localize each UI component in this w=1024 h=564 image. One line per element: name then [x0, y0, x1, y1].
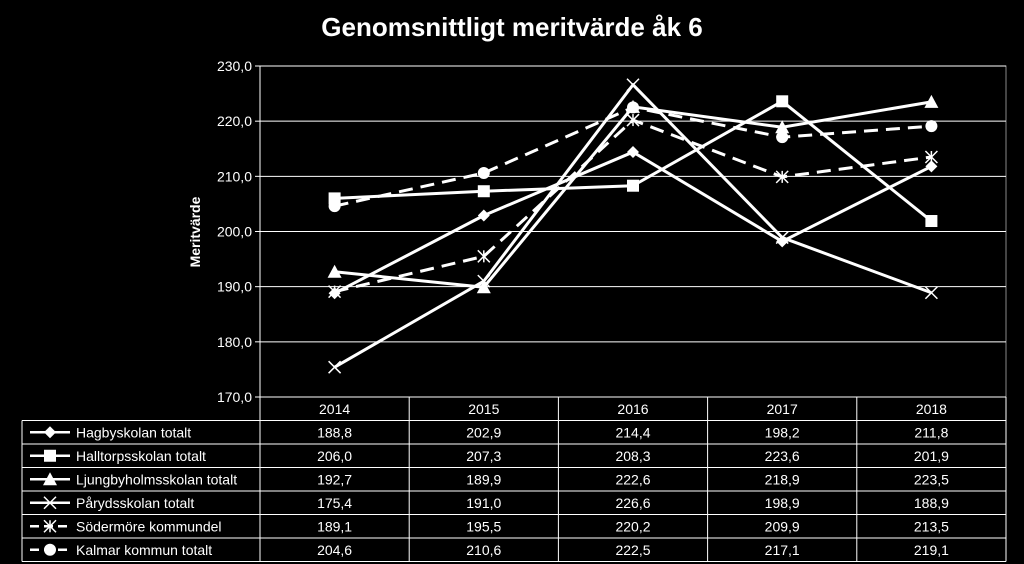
table-cell-value: 211,8: [914, 424, 948, 440]
table-cell-value: 192,7: [317, 471, 352, 487]
table-cell-value: 222,5: [615, 542, 650, 558]
data-point-ljungbyholmsskolan-totalt: [775, 120, 790, 134]
x-tick-label: 2016: [617, 401, 648, 417]
data-point-ljungbyholmsskolan-totalt: [924, 94, 939, 108]
table-cell-value: 209,9: [765, 518, 800, 534]
table-cell-value: 189,1: [317, 518, 352, 534]
series-layer: [327, 78, 939, 374]
data-point-södermöre-kommundel: [775, 170, 789, 184]
series-line-pårydsskolan-totalt: [333, 83, 932, 369]
legend-key: [30, 496, 70, 510]
legend-label: Södermöre kommundel: [76, 518, 222, 534]
legend-key: [30, 472, 70, 486]
data-point-pårydsskolan-totalt: [477, 274, 491, 288]
series-line-södermöre-kommundel: [334, 118, 932, 294]
table-cell-value: 210,6: [466, 542, 501, 558]
legend-marker: [43, 496, 57, 510]
y-axis-label: Meritvärde: [187, 196, 203, 267]
legend-label: Kalmar kommun totalt: [76, 542, 212, 558]
x-tick-label: 2015: [468, 401, 499, 417]
data-point-halltorpsskolan-totalt: [776, 95, 789, 108]
data-point-ljungbyholmsskolan-totalt: [476, 280, 491, 294]
data-point-halltorpsskolan-totalt: [627, 179, 639, 192]
x-tick-label: 2017: [767, 401, 798, 417]
table-cell-value: 188,9: [914, 495, 949, 511]
table-cell-value: 226,6: [615, 495, 650, 511]
legend-label: Hagbyskolan totalt: [76, 424, 191, 440]
legend-key: [30, 543, 70, 556]
data-point-pårydsskolan-totalt: [924, 286, 938, 300]
y-tick-label: 230,0: [217, 58, 252, 74]
table-cell-value: 201,9: [914, 448, 949, 464]
legend-label: Halltorpsskolan totalt: [76, 448, 206, 464]
table-cell-value: 220,2: [615, 518, 650, 534]
data-point-halltorpsskolan-totalt: [925, 215, 938, 228]
y-tick-label: 200,0: [217, 224, 252, 240]
data-point-södermöre-kommundel: [477, 249, 491, 263]
data-point-hagbyskolan-totalt: [627, 146, 639, 159]
table-cell-value: 223,6: [765, 448, 800, 464]
y-tick-label: 210,0: [217, 168, 252, 184]
table-cell-value: 214,4: [615, 424, 650, 440]
data-point-södermöre-kommundel: [328, 285, 342, 299]
data-point-pårydsskolan-totalt: [328, 360, 342, 374]
table-cell-value: 204,6: [317, 542, 352, 558]
x-tick-label: 2018: [916, 401, 947, 417]
legend-label: Pårydsskolan totalt: [76, 495, 194, 511]
table-cell-value: 217,1: [765, 542, 800, 558]
table-cell-value: 191,0: [466, 495, 501, 511]
data-point-hagbyskolan-totalt: [477, 209, 490, 222]
x-tick-label: 2014: [319, 401, 350, 417]
data-point-södermöre-kommundel: [626, 113, 640, 127]
chart-title: Genomsnittligt meritvärde åk 6: [321, 12, 703, 42]
data-point-pårydsskolan-totalt: [626, 78, 640, 92]
table-cell-value: 207,3: [466, 448, 501, 464]
table-cell-value: 218,9: [765, 471, 800, 487]
legend-marker: [44, 543, 56, 556]
data-point-kalmar-kommun-totalt: [328, 200, 341, 213]
table-cell-value: 213,5: [914, 518, 949, 534]
data-point-kalmar-kommun-totalt: [925, 120, 938, 133]
data-table: 2014 2015 2016 2017 2018 Hagbyskolan totalt 18…: [21, 396, 1007, 562]
legend-marker: [44, 449, 56, 462]
data-point-kalmar-kommun-totalt: [477, 167, 490, 180]
y-tick-label: 180,0: [217, 334, 252, 350]
data-point-hagbyskolan-totalt: [925, 160, 938, 173]
y-tick-label: 190,0: [217, 279, 252, 295]
data-point-södermöre-kommundel: [924, 150, 938, 164]
data-point-halltorpsskolan-totalt: [477, 185, 490, 198]
y-tick-label: 170,0: [217, 389, 252, 405]
table-cell-value: 195,5: [466, 518, 501, 534]
table-cell-value: 222,6: [615, 471, 650, 487]
legend-marker: [43, 472, 57, 486]
legend-label: Ljungbyholmsskolan totalt: [76, 471, 237, 487]
data-point-kalmar-kommun-totalt: [776, 131, 789, 144]
data-point-kalmar-kommun-totalt: [627, 101, 639, 114]
data-point-pårydsskolan-totalt: [775, 231, 789, 245]
table-cell-value: 189,9: [466, 471, 501, 487]
series-line-hagbyskolan-totalt: [333, 150, 933, 295]
table-cell-value: 206,0: [317, 448, 352, 464]
legend-key: [30, 519, 70, 533]
legend-marker: [43, 519, 57, 533]
table-cell-value: 202,9: [466, 424, 501, 440]
y-tick-label: 220,0: [217, 113, 252, 129]
legend-key: [30, 449, 70, 462]
table-cell-value: 219,1: [914, 542, 949, 558]
table-cell-value: 175,4: [317, 495, 352, 511]
data-point-ljungbyholmsskolan-totalt: [327, 264, 342, 278]
legend-key: [30, 426, 70, 439]
table-cell-value: 188,8: [317, 424, 352, 440]
table-cell-value: 223,5: [914, 471, 949, 487]
legend-marker: [44, 426, 56, 439]
table-cell-value: 198,2: [765, 424, 800, 440]
table-cell-value: 198,9: [765, 495, 800, 511]
table-cell-value: 208,3: [615, 448, 650, 464]
gridlines: 230,0 220,0 210,0 200,0 190,0 180,0 170,0: [217, 58, 1007, 405]
